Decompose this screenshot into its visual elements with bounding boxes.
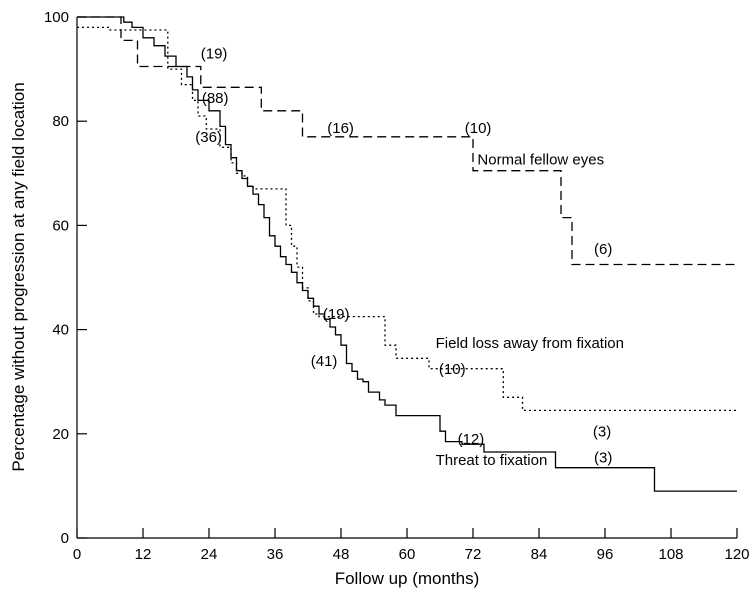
series-normal-fellow-eyes [77,16,737,266]
x-tick-label: 120 [724,546,749,563]
series-field-loss-away-from-fixation [77,26,737,412]
count-annotation: (10) [439,361,466,378]
x-tick-label: 60 [399,546,416,563]
x-ticks: 0 12 24 36 48 60 72 84 96 108 120 [73,528,750,563]
count-annotation: (10) [465,120,492,137]
y-tick-label: 80 [52,113,69,130]
axes [76,17,737,539]
series-threat-to-fixation [77,16,737,492]
x-tick-label: 84 [531,546,548,563]
x-tick-label: 96 [597,546,614,563]
count-annotation: (16) [327,120,354,137]
x-axis-title: Follow up (months) [335,569,480,588]
count-annotation: (36) [195,129,222,146]
y-ticks: 0 20 40 60 80 100 [44,9,87,547]
y-tick-label: 60 [52,217,69,234]
count-annotation: (19) [201,46,228,63]
x-tick-label: 12 [135,546,152,563]
count-annotation: (41) [311,353,338,370]
series-group [77,16,737,492]
series-label: Field loss away from fixation [436,335,624,352]
x-tick-label: 108 [658,546,683,563]
x-tick-label: 0 [73,546,81,563]
y-tick-label: 100 [44,9,69,26]
count-annotation: (88) [202,90,229,107]
series-label: Threat to fixation [436,452,548,469]
y-tick-label: 20 [52,426,69,443]
y-axis-title: Percentage without progression at any fi… [9,82,28,471]
series-label: Normal fellow eyes [477,151,604,168]
x-tick-label: 36 [267,546,284,563]
y-tick-label: 0 [61,530,69,547]
x-tick-label: 24 [201,546,218,563]
count-annotation: (3) [594,449,612,466]
x-tick-label: 48 [333,546,350,563]
annotations: (19) (88) (36) (16) (10) Normal fellow eyes (6… [195,46,624,469]
x-tick-label: 72 [465,546,482,563]
count-annotation: (12) [458,431,485,448]
y-tick-label: 40 [52,322,69,339]
count-annotation: (6) [594,241,612,258]
count-annotation: (3) [593,423,611,440]
count-annotation: (19) [323,306,350,323]
